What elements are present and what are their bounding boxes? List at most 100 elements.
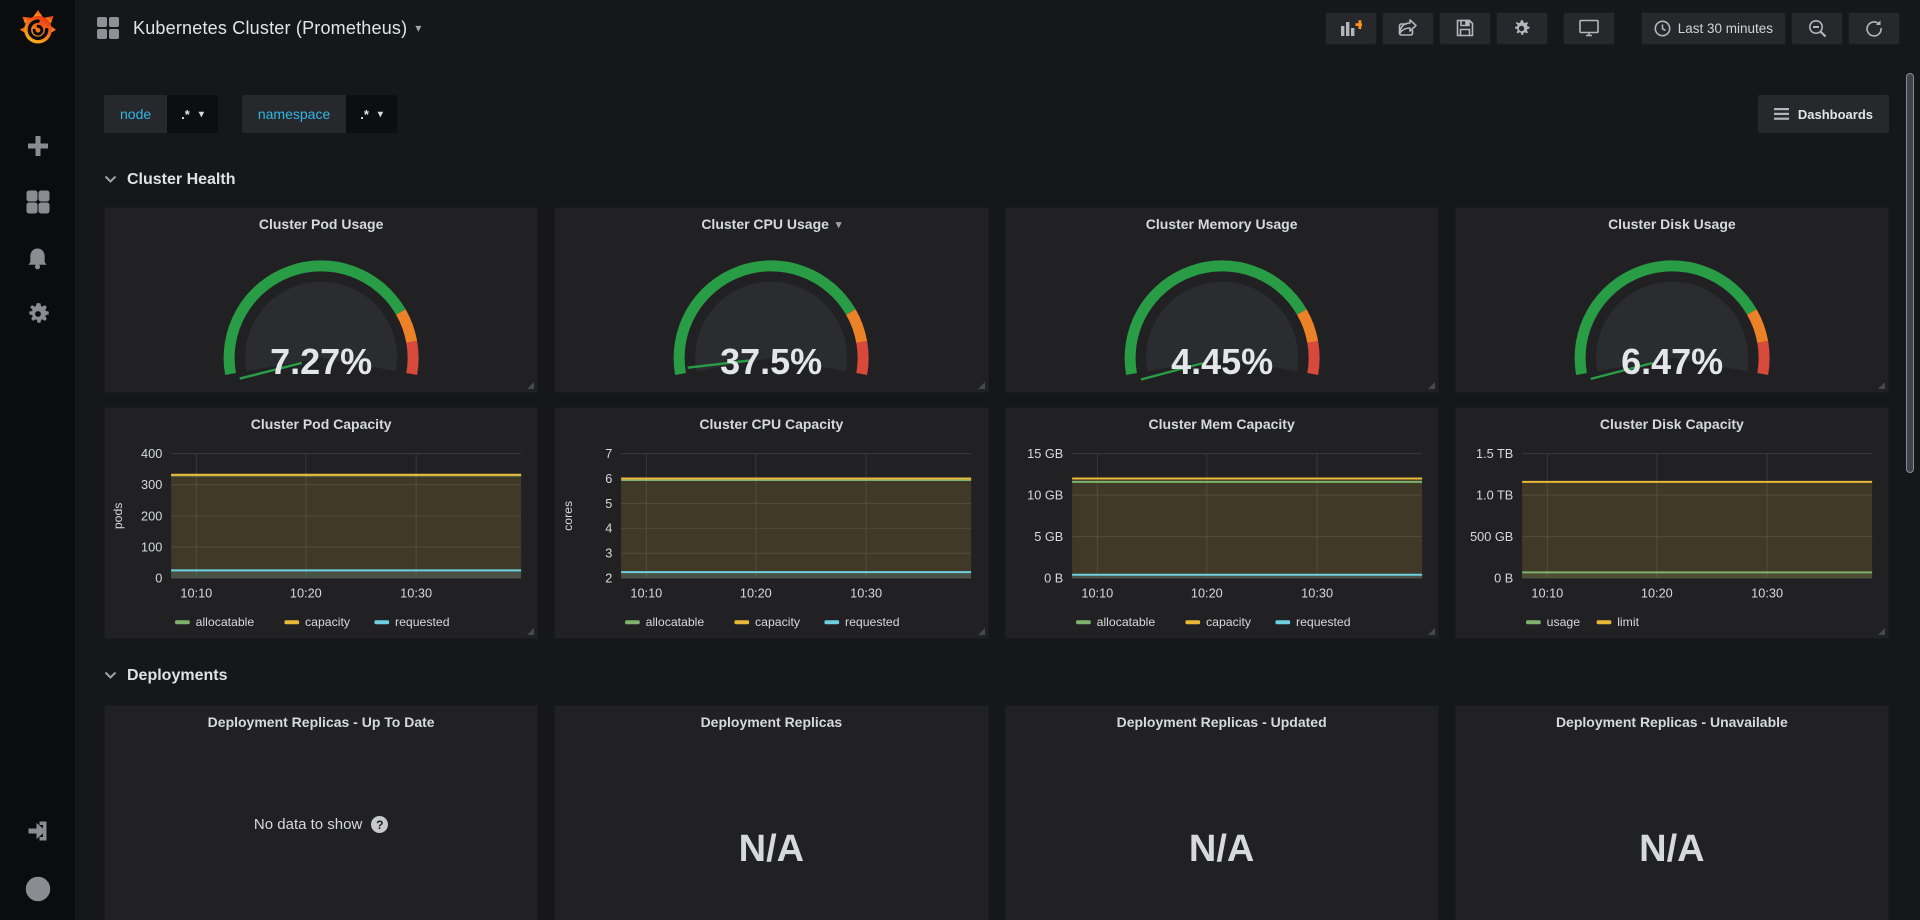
- legend-item[interactable]: requested: [845, 615, 900, 629]
- chart-canvas: 10:10 10:20 10:30 2 3 4 5 6 7 cores allocatable cap…: [555, 434, 987, 634]
- svg-text:2: 2: [605, 571, 612, 586]
- legend-swatch[interactable]: [734, 620, 750, 625]
- legend-item[interactable]: requested: [1296, 615, 1351, 629]
- share-button[interactable]: [1381, 11, 1434, 45]
- svg-text:300: 300: [141, 477, 162, 492]
- dashboards-grid-icon[interactable]: [25, 189, 51, 215]
- panel-cluster-cpu-capacity: Cluster CPU Capacity 10:10 10:20 10:30 2 3 4 5…: [554, 407, 989, 639]
- panel-title[interactable]: Deployment Replicas: [700, 714, 843, 730]
- save-button[interactable]: [1438, 11, 1491, 45]
- svg-text:6: 6: [605, 471, 612, 486]
- panel-title[interactable]: Cluster Pod Usage: [258, 216, 384, 232]
- svg-text:10 GB: 10 GB: [1027, 487, 1063, 502]
- panel-resize-handle[interactable]: [1427, 628, 1435, 635]
- panel-resize-handle[interactable]: [1878, 382, 1885, 389]
- variable-node-value[interactable]: .* ▾: [167, 95, 218, 133]
- clock-icon: [1654, 20, 1671, 36]
- legend-item[interactable]: allocatable: [646, 615, 705, 629]
- legend-swatch[interactable]: [1596, 620, 1612, 625]
- zoom-out-button[interactable]: [1791, 11, 1843, 45]
- panel-resize-handle[interactable]: [1427, 382, 1435, 389]
- alerting-bell-icon[interactable]: [25, 245, 51, 271]
- variable-namespace-value[interactable]: .* ▾: [346, 95, 397, 133]
- refresh-button[interactable]: [1848, 11, 1900, 45]
- panel-title[interactable]: Cluster Mem Capacity: [1148, 416, 1295, 432]
- panel-title[interactable]: Cluster Pod Capacity: [250, 416, 392, 432]
- time-range-picker[interactable]: Last 30 minutes: [1640, 11, 1786, 45]
- dashboard-title[interactable]: Kubernetes Cluster (Prometheus): [133, 17, 408, 38]
- grafana-logo[interactable]: [19, 9, 57, 47]
- legend-item[interactable]: requested: [395, 615, 450, 629]
- legend-item[interactable]: capacity: [1206, 615, 1252, 629]
- svg-text:pods: pods: [111, 503, 125, 530]
- panel-cluster-pod-usage: Cluster Pod Usage 7.27%: [104, 207, 539, 393]
- section-cluster-health[interactable]: Cluster Health: [104, 167, 1889, 193]
- variable-namespace-label: namespace: [241, 95, 347, 133]
- panel-title[interactable]: Deployment Replicas - Updated: [1116, 714, 1327, 730]
- svg-text:4.45%: 4.45%: [1171, 341, 1273, 382]
- panel-title[interactable]: Deployment Replicas - Unavailable: [1555, 714, 1788, 730]
- help-icon[interactable]: ?: [25, 876, 51, 902]
- panel-cluster-disk-capacity: Cluster Disk Capacity 10:10 10:20 10:30 0 B…: [1454, 407, 1889, 639]
- help-circle-icon[interactable]: ?: [371, 816, 389, 833]
- dashboards-button[interactable]: Dashboards: [1757, 95, 1889, 133]
- hamburger-icon: [1773, 108, 1789, 120]
- panel-cluster-memory-usage: Cluster Memory Usage 4.45%: [1004, 207, 1439, 393]
- panel-resize-handle[interactable]: [527, 382, 535, 389]
- panel-resize-handle[interactable]: [977, 382, 985, 389]
- panel-resize-handle[interactable]: [977, 628, 985, 635]
- panel-resize-handle[interactable]: [527, 628, 535, 635]
- panel-title[interactable]: Cluster Memory Usage: [1145, 216, 1298, 232]
- legend-item[interactable]: allocatable: [1096, 615, 1155, 629]
- legend-item[interactable]: allocatable: [196, 615, 255, 629]
- section-title: Deployments: [127, 667, 228, 684]
- svg-text:10:30: 10:30: [850, 586, 882, 601]
- svg-text:0 B: 0 B: [1044, 571, 1063, 586]
- cycle-view-button[interactable]: [1562, 11, 1615, 45]
- legend-swatch[interactable]: [1075, 620, 1091, 625]
- dashboard-title-caret-icon[interactable]: ▾: [415, 21, 422, 35]
- svg-text:10:10: 10:10: [180, 586, 212, 601]
- panel-title[interactable]: Cluster Disk Usage: [1608, 216, 1736, 232]
- panel-title[interactable]: Deployment Replicas - Up To Date: [207, 714, 435, 730]
- svg-text:3: 3: [605, 546, 612, 561]
- legend-swatch[interactable]: [175, 620, 190, 625]
- panel-title[interactable]: Cluster Disk Capacity: [1599, 416, 1744, 432]
- panel-deployment-replicas-up-to-date: Deployment Replicas - Up To Date No data…: [104, 705, 539, 920]
- dashboard-grid-icon[interactable]: [97, 17, 119, 39]
- legend-swatch[interactable]: [1525, 620, 1541, 625]
- legend-swatch[interactable]: [1184, 620, 1200, 625]
- chevron-down-icon: [104, 171, 117, 189]
- panel-resize-handle[interactable]: [1878, 628, 1885, 635]
- svg-text:200: 200: [141, 508, 162, 523]
- svg-text:15 GB: 15 GB: [1027, 446, 1063, 461]
- section-deployments[interactable]: Deployments: [104, 663, 1889, 689]
- panel-deployment-replicas-unavailable: Deployment Replicas - Unavailable N/A: [1454, 705, 1889, 920]
- scrollbar-thumb[interactable]: [1906, 73, 1914, 473]
- sign-in-icon[interactable]: [25, 818, 51, 844]
- add-panel-button[interactable]: [1324, 11, 1377, 45]
- legend-swatch[interactable]: [1274, 620, 1290, 625]
- legend-swatch[interactable]: [625, 620, 641, 625]
- panel-cluster-disk-usage: Cluster Disk Usage 6.47%: [1454, 207, 1889, 393]
- legend-item[interactable]: capacity: [305, 615, 351, 629]
- legend-swatch[interactable]: [824, 620, 840, 625]
- settings-gear-button[interactable]: [1495, 11, 1548, 45]
- legend-item[interactable]: limit: [1617, 615, 1639, 629]
- variable-node[interactable]: node .* ▾: [104, 95, 218, 133]
- configuration-gear-icon[interactable]: [25, 301, 51, 327]
- chart-canvas: 10:10 10:20 10:30 0 100 200 300 400 pods allocata…: [105, 434, 537, 634]
- svg-text:37.5%: 37.5%: [720, 341, 822, 382]
- panel-menu-caret-icon[interactable]: ▾: [835, 218, 842, 231]
- svg-text:100: 100: [141, 539, 162, 554]
- dashboard-submenu: node .* ▾ namespace .* ▾ Dashboards: [75, 95, 1920, 133]
- plus-icon[interactable]: [25, 133, 51, 159]
- svg-text:10:10: 10:10: [631, 586, 663, 601]
- legend-swatch[interactable]: [284, 620, 300, 625]
- legend-item[interactable]: usage: [1546, 615, 1580, 629]
- variable-namespace[interactable]: namespace .* ▾: [241, 95, 397, 133]
- legend-item[interactable]: capacity: [755, 615, 801, 629]
- panel-title[interactable]: Cluster CPU Usage ▾: [701, 216, 842, 232]
- legend-swatch[interactable]: [374, 620, 390, 625]
- panel-title[interactable]: Cluster CPU Capacity: [699, 416, 844, 432]
